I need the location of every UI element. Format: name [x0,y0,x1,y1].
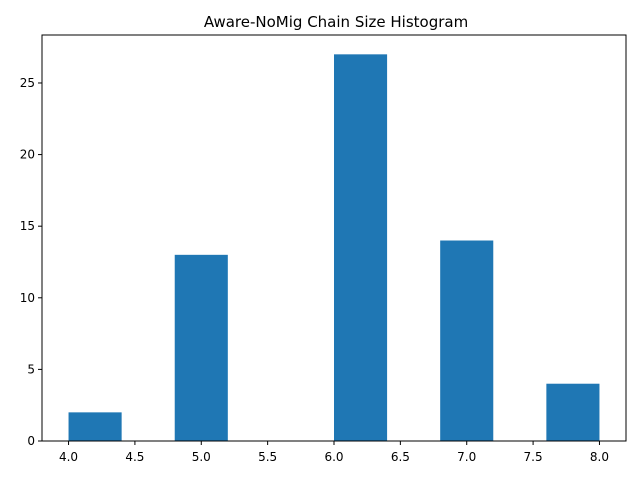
axes-group: 4.0 4.5 5.0 5.5 6.0 6.5 7.0 7.5 8.0 0 5 10 15 20 25 [20,34,627,464]
histogram-bar-2 [174,254,228,441]
y-tick-label-2: 10 [20,291,35,305]
x-tick-label-1: 4.5 [125,450,144,464]
x-tick-label-7: 7.5 [524,450,543,464]
y-tick-label-3: 15 [20,219,35,233]
x-tick-label-3: 5.5 [258,450,277,464]
x-tick-label-6: 7.0 [457,450,476,464]
x-tick-label-2: 5.0 [192,450,211,464]
y-tick-label-0: 0 [27,434,35,448]
x-tick-label-5: 6.5 [391,450,410,464]
y-tick-label-5: 25 [20,76,35,90]
x-tick-label-8: 8.0 [590,450,609,464]
histogram-bar-5 [334,54,388,441]
histogram-bar-9 [546,383,600,441]
chart-title: Aware-NoMig Chain Size Histogram [204,13,468,31]
x-tick-label-4: 6.0 [324,450,343,464]
histogram-bar-7 [440,240,494,441]
x-tick-label-0: 4.0 [59,450,78,464]
y-tick-label-4: 20 [20,148,35,162]
bars-group [68,54,600,441]
histogram-bar-0 [68,412,122,441]
y-tick-label-1: 5 [27,362,35,376]
